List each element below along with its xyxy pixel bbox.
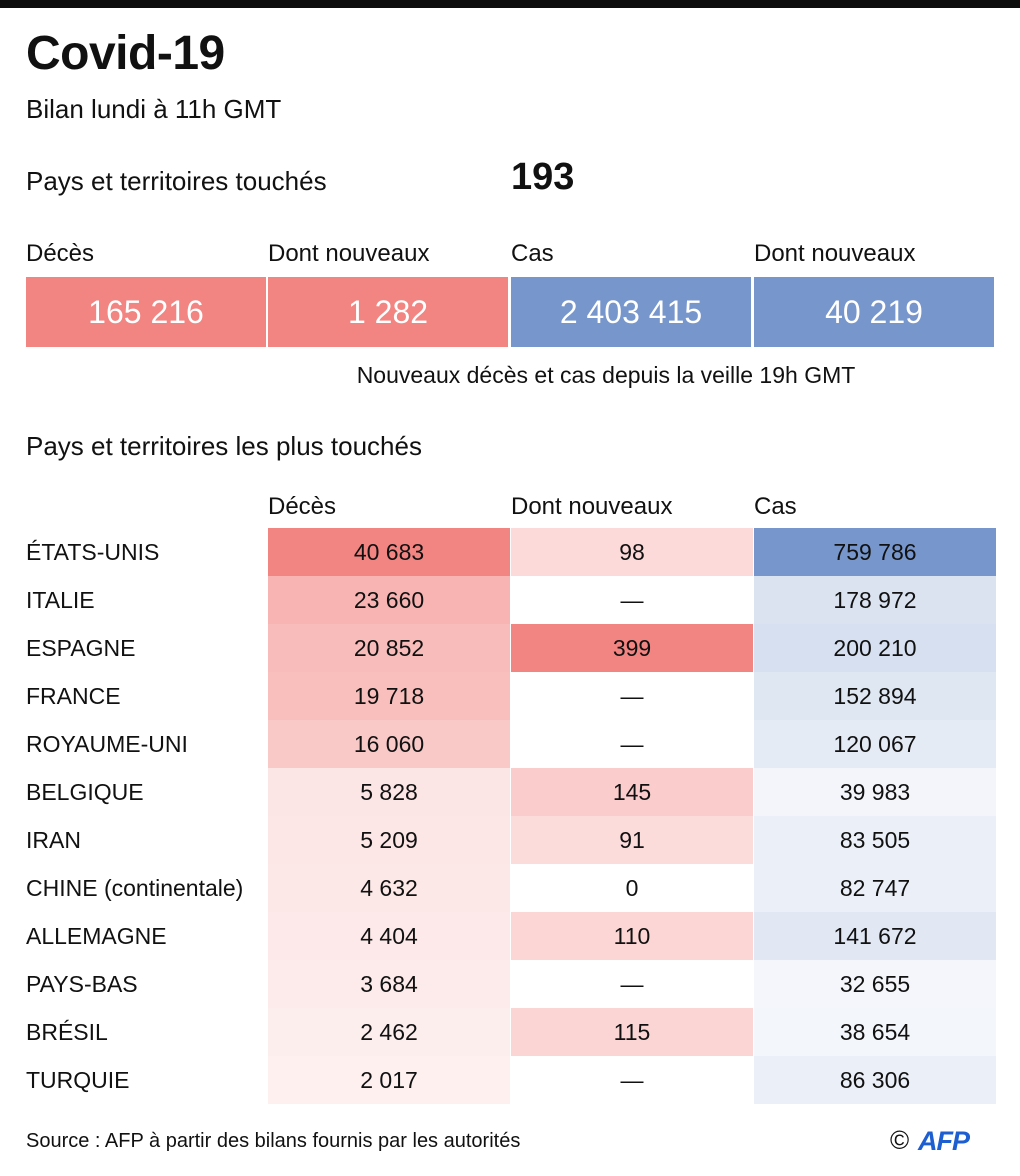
- country-name: ROYAUME-UNI: [26, 731, 188, 757]
- deaths-cell: 3 684: [268, 960, 510, 1008]
- summary-header-cases: Cas: [511, 240, 554, 267]
- column-header-new-deaths: Dont nouveaux: [511, 493, 673, 520]
- cases-cell: 32 655: [754, 960, 996, 1008]
- country-name: BELGIQUE: [26, 779, 144, 805]
- table-title: Pays et territoires les plus touchés: [26, 431, 422, 461]
- deaths-cell: 20 852: [268, 624, 510, 672]
- copyright-symbol: ©: [890, 1125, 910, 1155]
- table-row: ROYAUME-UNI 16 060—120 067: [0, 720, 1020, 768]
- cases-cell: 141 672: [754, 912, 996, 960]
- deaths-cell: 23 660: [268, 576, 510, 624]
- country-name: PAYS-BAS: [26, 971, 138, 997]
- deaths-cell: 5 828: [268, 768, 510, 816]
- table-row: TURQUIE 2 017—86 306: [0, 1056, 1020, 1104]
- deaths-cell: 40 683: [268, 528, 510, 576]
- new-deaths-cell: 91: [511, 816, 753, 864]
- page-title: Covid-19: [26, 27, 225, 80]
- new-deaths-cell: 115: [511, 1008, 753, 1056]
- new-deaths-cell: 145: [511, 768, 753, 816]
- svg-text:AFP: AFP: [917, 1126, 971, 1154]
- summary-cases-value: 2 403 415: [511, 277, 751, 347]
- deaths-cell: 5 209: [268, 816, 510, 864]
- summary-header-new-deaths: Dont nouveaux: [268, 240, 430, 267]
- deaths-cell: 2 017: [268, 1056, 510, 1104]
- countries-touched-value: 193: [511, 156, 575, 198]
- new-deaths-cell: —: [511, 576, 753, 624]
- summary-new-cases-value: 40 219: [754, 277, 994, 347]
- cases-cell: 152 894: [754, 672, 996, 720]
- column-header-cases: Cas: [754, 493, 797, 520]
- table-row: BRÉSIL 2 462 115 38 654: [0, 1008, 1020, 1056]
- new-deaths-cell: —: [511, 672, 753, 720]
- cases-cell: 38 654: [754, 1008, 996, 1056]
- countries-touched-label: Pays et territoires touchés: [26, 166, 327, 196]
- deaths-cell: 4 404: [268, 912, 510, 960]
- cases-cell: 178 972: [754, 576, 996, 624]
- country-name: ITALIE: [26, 587, 95, 613]
- table-row: ÉTATS-UNIS 40 683 98 759 786: [0, 528, 1020, 576]
- summary-header-new-cases: Dont nouveaux: [754, 240, 916, 267]
- deaths-cell: 16 060: [268, 720, 510, 768]
- summary-header-deaths: Décès: [26, 240, 95, 267]
- cases-cell: 82 747: [754, 864, 996, 912]
- summary-deaths-value: 165 216: [26, 277, 266, 347]
- page-subtitle: Bilan lundi à 11h GMT: [26, 94, 282, 124]
- country-name: ÉTATS-UNIS: [26, 539, 160, 565]
- top-bar: [0, 0, 1020, 8]
- deaths-cell: 4 632: [268, 864, 510, 912]
- new-deaths-cell: 399: [511, 624, 753, 672]
- table-row: CHINE (continentale) 4 632 0 82 747: [0, 864, 1020, 912]
- cases-cell: 39 983: [754, 768, 996, 816]
- summary-new-deaths-value: 1 282: [268, 277, 508, 347]
- summary-note: Nouveaux décès et cas depuis la veille 1…: [356, 362, 856, 388]
- new-deaths-cell: 0: [511, 864, 753, 912]
- country-name: ESPAGNE: [26, 635, 136, 661]
- cases-cell: 759 786: [754, 528, 996, 576]
- table-row: FRANCE 19 718—152 894: [0, 672, 1020, 720]
- table-row: IRAN 5 209 91 83 505: [0, 816, 1020, 864]
- cases-cell: 83 505: [754, 816, 996, 864]
- source-note: Source : AFP à partir des bilans fournis…: [26, 1130, 521, 1152]
- country-name: TURQUIE: [26, 1067, 130, 1093]
- cases-cell: 200 210: [754, 624, 996, 672]
- new-deaths-cell: 110: [511, 912, 753, 960]
- table-row: ITALIE 23 660—178 972: [0, 576, 1020, 624]
- column-header-deaths: Décès: [268, 493, 337, 520]
- country-name: CHINE (continentale): [26, 875, 244, 901]
- country-name: FRANCE: [26, 683, 121, 709]
- afp-logo: AFP: [917, 1126, 972, 1154]
- new-deaths-cell: —: [511, 720, 753, 768]
- country-name: ALLEMAGNE: [26, 923, 167, 949]
- table-row: PAYS-BAS 3 684—32 655: [0, 960, 1020, 1008]
- country-name: BRÉSIL: [26, 1019, 108, 1045]
- cases-cell: 120 067: [754, 720, 996, 768]
- table-row: ALLEMAGNE 4 404 110 141 672: [0, 912, 1020, 960]
- table-row: ESPAGNE 20 852 399 200 210: [0, 624, 1020, 672]
- cases-cell: 86 306: [754, 1056, 996, 1104]
- new-deaths-cell: —: [511, 1056, 753, 1104]
- new-deaths-cell: —: [511, 960, 753, 1008]
- new-deaths-cell: 98: [511, 528, 753, 576]
- country-name: IRAN: [26, 827, 81, 853]
- table-row: BELGIQUE 5 828 145 39 983: [0, 768, 1020, 816]
- deaths-cell: 2 462: [268, 1008, 510, 1056]
- deaths-cell: 19 718: [268, 672, 510, 720]
